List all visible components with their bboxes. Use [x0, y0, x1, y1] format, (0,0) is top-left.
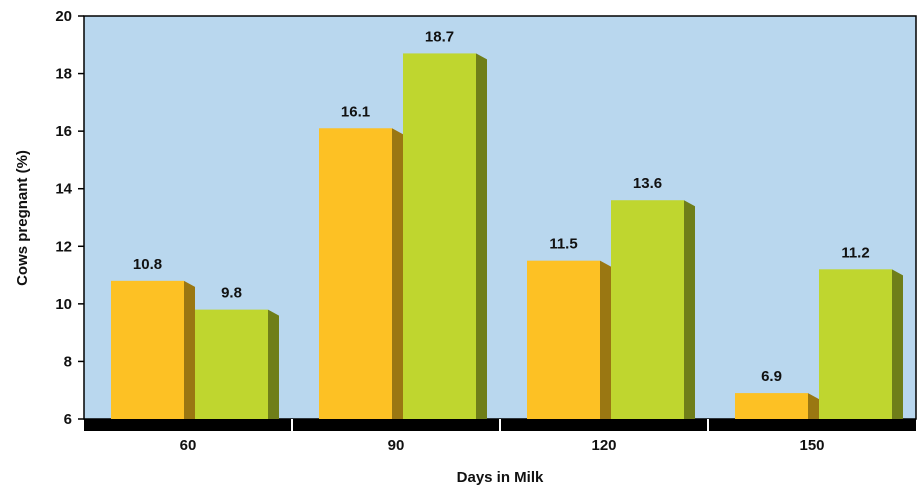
bar — [111, 280, 184, 419]
bar-side — [892, 269, 903, 419]
data-label: 11.2 — [841, 244, 869, 261]
y-tick-label: 12 — [55, 238, 72, 255]
bar-side — [476, 53, 487, 420]
bar — [735, 393, 808, 419]
data-label: 9.8 — [221, 285, 242, 302]
x-tick-label: 120 — [591, 437, 616, 454]
y-axis-title: Cows pregnant (%) — [14, 150, 31, 286]
y-tick-label: 20 — [55, 8, 72, 25]
y-tick-label: 10 — [55, 296, 72, 313]
x-tick-label: 60 — [180, 437, 197, 454]
data-label: 16.1 — [341, 103, 370, 120]
y-tick-label: 8 — [64, 353, 72, 370]
data-label: 18.7 — [425, 28, 454, 45]
bar — [527, 260, 600, 419]
x-tick-label: 150 — [799, 437, 824, 454]
bar — [403, 53, 476, 420]
data-label: 13.6 — [633, 175, 662, 192]
data-label: 6.9 — [761, 368, 782, 385]
x-tick-label: 90 — [388, 437, 405, 454]
x-axis-title: Days in Milk — [457, 469, 544, 486]
data-label: 10.8 — [133, 256, 162, 273]
y-tick-label: 14 — [55, 181, 72, 198]
y-tick-label: 16 — [55, 123, 72, 140]
bar-side — [808, 393, 819, 419]
y-tick-label: 6 — [64, 411, 72, 428]
bar-side — [184, 280, 195, 419]
bar — [819, 269, 892, 419]
bar — [195, 309, 268, 419]
y-tick-label: 18 — [55, 66, 72, 83]
bar-side — [684, 200, 695, 419]
bar — [319, 128, 392, 419]
bar-side — [600, 260, 611, 419]
data-label: 11.5 — [549, 236, 577, 253]
bar — [611, 200, 684, 419]
bar-side — [268, 309, 279, 419]
bar-side — [392, 128, 403, 419]
